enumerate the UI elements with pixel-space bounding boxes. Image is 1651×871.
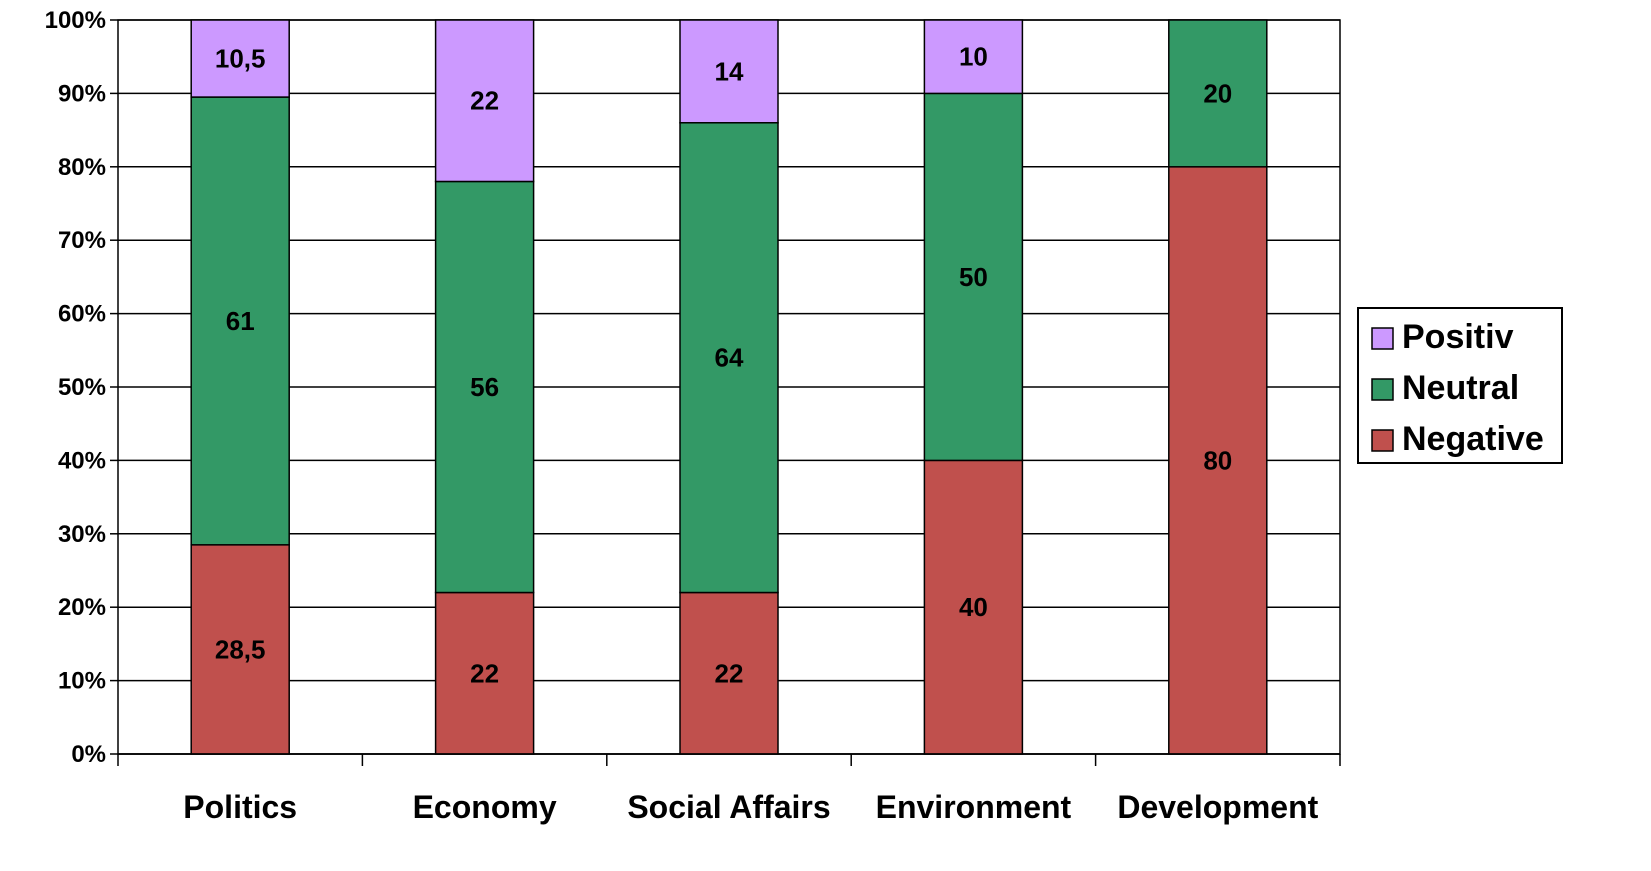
data-label: 10 bbox=[959, 42, 988, 72]
y-tick-label: 10% bbox=[58, 668, 106, 695]
data-label: 40 bbox=[959, 592, 988, 622]
data-label: 22 bbox=[470, 658, 499, 688]
bar-negative-politics bbox=[190, 544, 290, 755]
y-tick-label: 60% bbox=[58, 301, 106, 328]
y-tick-label: 30% bbox=[58, 521, 106, 548]
bar-positiv-environment bbox=[923, 19, 1024, 95]
y-tick-label: 100% bbox=[45, 7, 106, 34]
legend-swatch-negative bbox=[1371, 429, 1394, 452]
x-category-label: Development bbox=[1117, 789, 1318, 825]
legend-swatch-neutral bbox=[1371, 378, 1394, 401]
x-category-label: Social Affairs bbox=[627, 789, 830, 825]
legend: Positiv Neutral Negative bbox=[1357, 307, 1563, 464]
bar-neutral-politics bbox=[190, 96, 290, 546]
bar-neutral-environment bbox=[923, 92, 1024, 462]
data-label: 56 bbox=[470, 372, 499, 402]
data-label: 22 bbox=[470, 86, 499, 116]
x-category-label: Environment bbox=[876, 789, 1072, 825]
data-label: 61 bbox=[226, 306, 255, 336]
bar-positiv-politics bbox=[190, 19, 290, 98]
legend-swatch-positiv bbox=[1371, 327, 1394, 350]
data-label: 80 bbox=[1203, 445, 1232, 475]
legend-label-neutral: Neutral bbox=[1402, 369, 1519, 407]
data-label: 22 bbox=[715, 658, 744, 688]
y-tick-label: 90% bbox=[58, 80, 106, 107]
legend-label-positiv: Positiv bbox=[1402, 318, 1514, 356]
x-category-label: Economy bbox=[413, 789, 557, 825]
bar-positiv-economy bbox=[434, 19, 535, 183]
x-category-label: Politics bbox=[183, 789, 297, 825]
data-label: 14 bbox=[715, 56, 744, 86]
bar-positiv-social-affairs bbox=[679, 19, 779, 124]
y-tick-label: 70% bbox=[58, 227, 106, 254]
axes: 0% 10% 20% 30% 40% 50% 60% 70% 80% 90% 100% Politic… bbox=[45, 7, 1341, 825]
bar-neutral-social-affairs bbox=[679, 122, 779, 594]
legend-label-negative: Negative bbox=[1402, 420, 1544, 458]
data-label: 64 bbox=[715, 343, 744, 373]
data-label: 50 bbox=[959, 262, 988, 292]
data-label: 28,5 bbox=[215, 634, 266, 664]
y-tick-label: 80% bbox=[58, 154, 106, 181]
y-tick-label: 20% bbox=[58, 594, 106, 621]
y-tick-label: 0% bbox=[71, 741, 106, 768]
y-tick-label: 40% bbox=[58, 447, 106, 474]
labels: 28,5 61 10,5 22 56 22 22 64 14 40 50 10 80 20 bbox=[215, 42, 1232, 689]
bar-negative-environment bbox=[923, 459, 1024, 755]
data-label: 10,5 bbox=[215, 44, 266, 74]
y-tick-label: 50% bbox=[58, 374, 106, 401]
bar-negative-social-affairs bbox=[679, 591, 779, 755]
bars bbox=[190, 19, 1268, 755]
data-label: 20 bbox=[1203, 78, 1232, 108]
bar-negative-economy bbox=[434, 591, 535, 755]
bar-neutral-development bbox=[1168, 19, 1268, 168]
